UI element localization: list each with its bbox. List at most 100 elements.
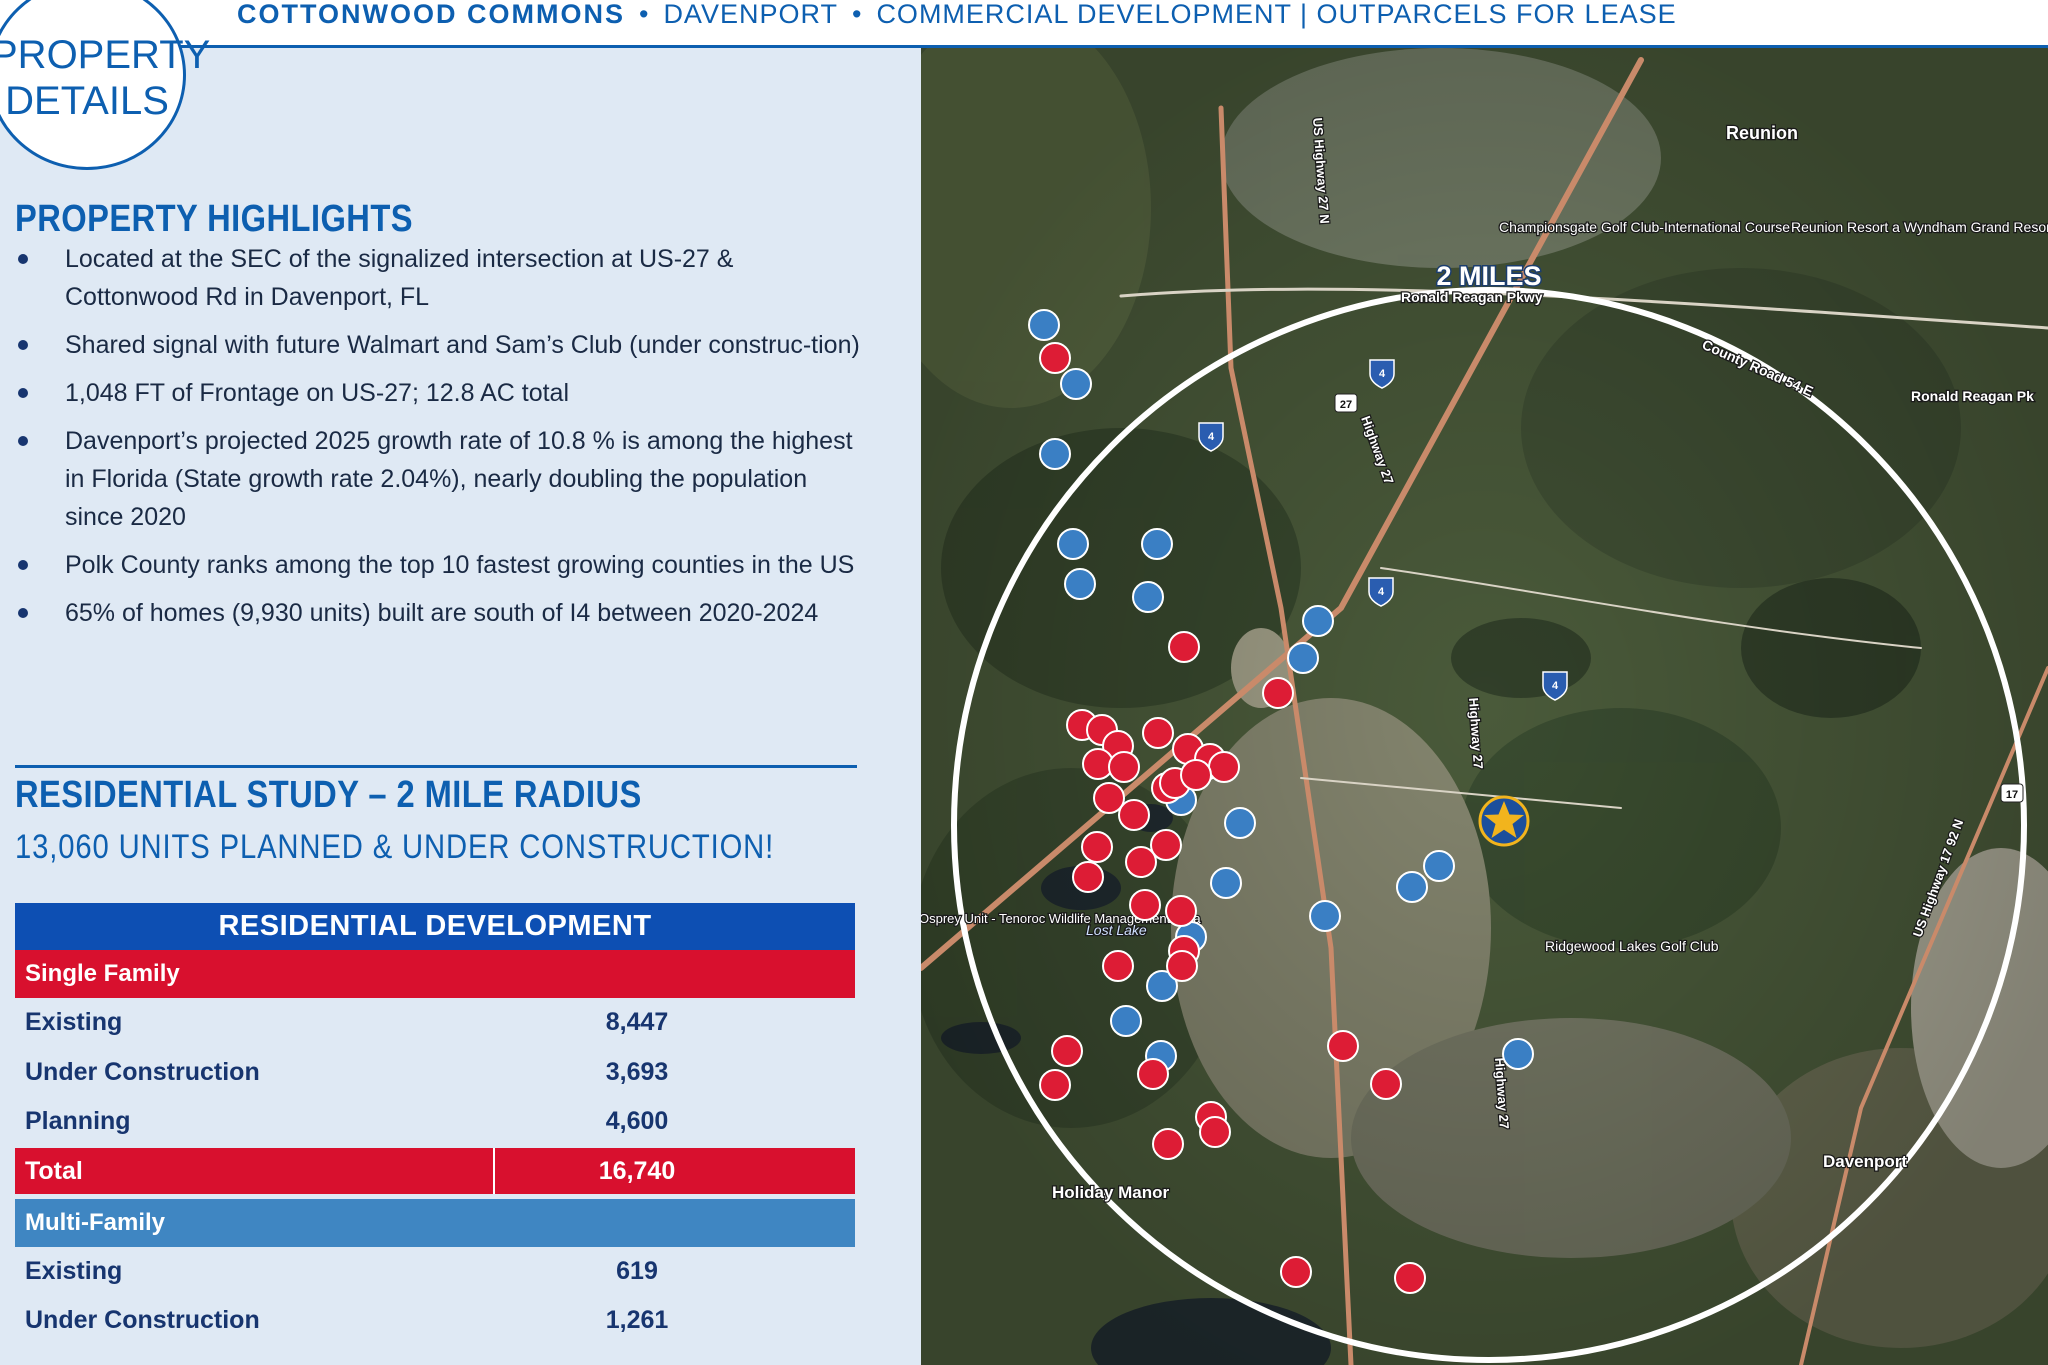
existing-development-marker <box>1327 1030 1359 1062</box>
radius-label: 2 MILES <box>1436 261 1541 291</box>
svg-text:4: 4 <box>1208 431 1215 443</box>
existing-development-marker <box>1125 846 1157 878</box>
svg-text:4: 4 <box>1378 586 1385 598</box>
city-name: DAVENPORT <box>663 0 838 29</box>
study-subheading: 13,060 UNITS PLANNED & UNDER CONSTRUCTIO… <box>15 828 775 866</box>
planned-development-marker <box>1502 1038 1534 1070</box>
svg-text:17: 17 <box>2006 789 2018 801</box>
existing-development-marker <box>1051 1035 1083 1067</box>
header-title: COTTONWOOD COMMONS • DAVENPORT • COMMERCIAL … <box>237 0 1677 32</box>
bullet-icon <box>18 608 28 618</box>
planned-development-marker <box>1224 807 1256 839</box>
existing-development-marker <box>1199 1116 1231 1148</box>
place-label: Highway 27 <box>1466 697 1486 769</box>
svg-text:4: 4 <box>1552 680 1559 692</box>
row-value: 619 <box>616 1256 658 1285</box>
existing-development-marker <box>1137 1058 1169 1090</box>
header-separator: • <box>851 0 863 29</box>
planned-development-marker <box>1060 368 1092 400</box>
study-heading: RESIDENTIAL STUDY – 2 MILE RADIUS <box>15 774 642 816</box>
planned-development-marker <box>1146 970 1178 1002</box>
map-canvas: 2 MILES Reunion Championsgate Golf Club-… <box>921 48 2048 1365</box>
road-network <box>921 57 2048 1365</box>
list-item: Davenport’s projected 2025 growth rate o… <box>15 422 865 536</box>
place-label: Championsgate Golf Club-International Co… <box>1499 219 1790 235</box>
row-label: Under Construction <box>25 1306 260 1334</box>
existing-development-marker <box>1081 831 1113 863</box>
planned-development-marker <box>1064 568 1096 600</box>
map-vignette <box>921 48 2048 1365</box>
row-value: 3,693 <box>605 1057 669 1086</box>
bullet-icon <box>18 340 28 350</box>
planned-development-marker <box>1028 309 1060 341</box>
two-mile-radius <box>951 287 2027 1363</box>
place-label: Ronald Reagan Pk <box>1911 388 2034 404</box>
total-divider <box>493 1147 495 1194</box>
place-label: Reunion <box>1726 123 1798 143</box>
list-item: Shared signal with future Walmart and Sa… <box>15 326 865 364</box>
place-label: Davenport <box>1823 1152 1907 1171</box>
bullet-icon <box>18 436 28 446</box>
list-item: Located at the SEC of the signalized int… <box>15 240 865 316</box>
subject-property-star-icon <box>1478 795 1530 847</box>
planned-development-marker <box>1210 867 1242 899</box>
table-row: Existing 8,447 <box>15 998 855 1048</box>
existing-development-marker <box>1280 1256 1312 1288</box>
planned-development-marker <box>1057 528 1089 560</box>
existing-development-marker <box>1180 759 1212 791</box>
existing-development-marker <box>1262 677 1294 709</box>
us-17-road <box>1799 666 2048 1365</box>
highlights-list: Located at the SEC of the signalized int… <box>15 240 865 642</box>
interstate-shield-icon: 4 <box>1542 671 1568 701</box>
existing-development-marker <box>1394 1262 1426 1294</box>
interstate-shield-icon: 4 <box>1369 359 1395 389</box>
total-row: Total 16,740 <box>15 1147 855 1194</box>
row-label: Existing <box>25 1256 123 1285</box>
table-row: Under Construction 3,693 <box>15 1048 855 1098</box>
place-label: Lost Lake <box>1086 922 1147 938</box>
place-label: Highway 27 <box>1492 1057 1512 1129</box>
property-details-badge: PROPERTY DETAILS <box>0 0 210 170</box>
badge-line-2: DETAILS <box>5 79 169 123</box>
section-divider <box>15 765 857 768</box>
svg-text:4: 4 <box>1379 368 1386 380</box>
svg-text:27: 27 <box>1340 399 1352 411</box>
interstate-shield-icon: 4 <box>1368 577 1394 607</box>
existing-development-marker <box>1102 950 1134 982</box>
existing-development-marker <box>1039 342 1071 374</box>
highway-shields: 4 4 4 4 27 17 <box>1198 359 2024 803</box>
place-label: Ridgewood Lakes Golf Club <box>1545 938 1719 954</box>
list-item-text: Davenport’s projected 2025 growth rate o… <box>65 427 853 531</box>
place-label: Reunion Resort a Wyndham Grand Resort <box>1791 219 2048 235</box>
bullet-icon <box>18 388 28 398</box>
row-value: 1,261 <box>605 1306 669 1334</box>
list-item-text: Shared signal with future Walmart and Sa… <box>65 331 860 359</box>
details-panel: PROPERTY HIGHLIGHTS Located at the SEC o… <box>0 48 921 1365</box>
planned-development-marker <box>1141 528 1173 560</box>
existing-development-marker <box>1129 889 1161 921</box>
us-route-shield-icon: 27 <box>1334 393 1358 413</box>
us-27-road <box>1218 105 1354 1365</box>
us-route-shield-icon: 17 <box>2000 783 2024 803</box>
row-label: Planning <box>25 1107 131 1135</box>
place-label: Osprey Unit - Tenoroc Wildlife Managemen… <box>921 911 1201 926</box>
existing-development-markers <box>1039 342 1426 1294</box>
interstate-4-road <box>921 57 1644 971</box>
list-item: 65% of homes (9,930 units) built are sou… <box>15 594 865 632</box>
multi-family-header: Multi-Family <box>15 1198 855 1247</box>
existing-development-marker <box>1166 950 1198 982</box>
bullet-icon <box>18 560 28 570</box>
table-row: Planning 4,600 <box>15 1097 855 1147</box>
list-item: 1,048 FT of Frontage on US-27; 12.8 AC t… <box>15 374 865 412</box>
row-label: Under Construction <box>25 1057 260 1086</box>
existing-development-marker <box>1072 861 1104 893</box>
existing-development-marker <box>1208 751 1240 783</box>
existing-development-marker <box>1165 895 1197 927</box>
existing-development-marker <box>1168 631 1200 663</box>
ronald-reagan-road <box>1119 287 2048 330</box>
list-item: Polk County ranks among the top 10 faste… <box>15 546 865 584</box>
row-label: Existing <box>25 1008 123 1036</box>
planned-development-marker <box>1287 642 1319 674</box>
bullet-icon <box>18 254 28 264</box>
existing-development-marker <box>1118 799 1150 831</box>
